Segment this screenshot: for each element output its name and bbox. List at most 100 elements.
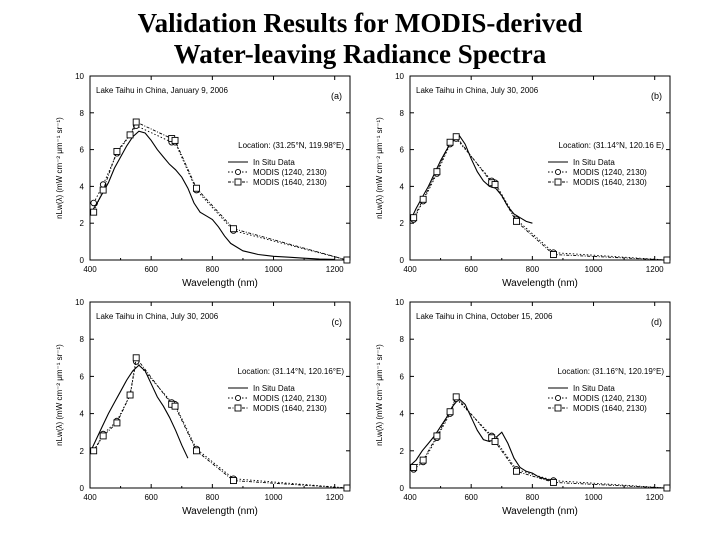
x-tick-label: 400 xyxy=(83,493,97,502)
data-point-square xyxy=(343,484,351,492)
x-tick-label: 600 xyxy=(144,265,158,274)
legend-marker-circle xyxy=(554,394,562,402)
y-tick-label: 4 xyxy=(400,410,405,419)
plot-frame xyxy=(409,301,671,489)
data-point-square xyxy=(452,393,460,401)
y-tick-label: 10 xyxy=(75,72,84,81)
legend-entry-2: MODIS (1640, 2130) xyxy=(253,404,327,413)
data-point-square xyxy=(230,477,237,485)
legend-entry-0: In Situ Data xyxy=(253,158,295,167)
x-tick-label: 400 xyxy=(403,493,417,502)
y-tick-label: 6 xyxy=(400,146,405,155)
data-point-square xyxy=(132,354,140,362)
y-tick-label: 10 xyxy=(75,298,84,307)
y-tick-label: 0 xyxy=(80,256,85,265)
legend-entry-1: MODIS (1240, 2130) xyxy=(253,394,327,403)
data-point-square xyxy=(192,447,200,455)
panel-letter: (b) xyxy=(651,91,662,101)
x-tick-label: 1200 xyxy=(646,265,664,274)
panel-annotation: Lake Taihu in China, January 9, 2006 xyxy=(96,86,228,95)
data-point-square xyxy=(446,138,454,146)
y-tick-label: 6 xyxy=(80,146,85,155)
data-point-square xyxy=(126,391,134,399)
data-point-square xyxy=(99,432,107,440)
series-line-1 xyxy=(413,137,667,261)
x-tick-label: 1000 xyxy=(265,265,283,274)
y-axis-label: nLw(λ) (mW cm⁻² μm⁻¹ sr⁻¹) xyxy=(375,344,384,446)
legend-entry-2: MODIS (1640, 2130) xyxy=(573,178,647,187)
panel-letter: (a) xyxy=(331,91,342,101)
series-line-0 xyxy=(89,364,189,459)
x-tick-label: 400 xyxy=(403,265,417,274)
slide-title-line2: Water-leaving Radiance Spectra xyxy=(173,39,547,69)
x-tick-label: 600 xyxy=(464,265,478,274)
data-point-square xyxy=(126,131,134,139)
plot-frame xyxy=(89,301,351,489)
legend-marker-square xyxy=(554,404,562,412)
data-point-circle xyxy=(90,199,97,207)
y-tick-label: 2 xyxy=(80,447,85,456)
chart-panel-b: 400 600 800 1000 1200 0 2 4 6 8 10 Wavelength (nm) n… xyxy=(375,72,671,289)
panel-letter: (d) xyxy=(651,317,662,327)
x-axis-label: Wavelength (nm) xyxy=(502,506,578,517)
legend-entry-1: MODIS (1240, 2130) xyxy=(573,394,647,403)
x-tick-label: 800 xyxy=(206,493,220,502)
legend-entry-0: In Situ Data xyxy=(253,384,295,393)
series-line-2 xyxy=(413,136,667,261)
series-line-1 xyxy=(93,125,348,261)
y-tick-label: 8 xyxy=(80,335,85,344)
x-tick-label: 800 xyxy=(526,265,540,274)
data-point-square xyxy=(663,256,671,264)
y-tick-label: 8 xyxy=(80,109,85,118)
y-tick-label: 8 xyxy=(400,335,405,344)
legend-entry-1: MODIS (1240, 2130) xyxy=(253,168,327,177)
data-point-square xyxy=(343,256,351,264)
chart-panel-c: 400 600 800 1000 1200 0 2 4 6 8 10 Wavelength (nm) n… xyxy=(55,298,351,517)
data-point-square xyxy=(230,225,237,233)
x-axis-label: Wavelength (nm) xyxy=(182,506,258,517)
legend-entry-0: In Situ Data xyxy=(573,384,615,393)
data-point-square xyxy=(171,402,179,410)
data-point-square xyxy=(410,464,418,471)
legend-entry-2: MODIS (1640, 2130) xyxy=(253,178,327,187)
y-axis-label: nLw(λ) (mW cm⁻² μm⁻¹ sr⁻¹) xyxy=(55,117,64,219)
x-tick-label: 600 xyxy=(144,493,158,502)
data-point-square xyxy=(512,217,520,225)
y-tick-label: 2 xyxy=(400,447,405,456)
data-point-square xyxy=(99,186,107,194)
x-tick-label: 800 xyxy=(526,493,540,502)
data-point-square xyxy=(113,419,121,427)
y-axis-label: nLw(λ) (mW cm⁻² μm⁻¹ sr⁻¹) xyxy=(55,344,64,446)
data-point-square xyxy=(171,136,179,144)
panel-location: Location: (31.14°N, 120.16 E) xyxy=(559,141,665,150)
y-tick-label: 10 xyxy=(395,72,404,81)
x-tick-label: 1000 xyxy=(585,493,603,502)
slide-title-line1: Validation Results for MODIS-derived xyxy=(137,8,583,38)
legend-marker-square xyxy=(234,178,242,186)
y-tick-label: 0 xyxy=(400,484,405,493)
chart-panel-d: 400 600 800 1000 1200 0 2 4 6 8 10 Wavelength (nm) n… xyxy=(375,298,671,517)
x-tick-label: 1200 xyxy=(646,493,664,502)
legend-marker-circle xyxy=(234,394,242,402)
data-point-square xyxy=(663,484,671,492)
x-tick-label: 800 xyxy=(206,265,220,274)
y-axis-label: nLw(λ) (mW cm⁻² μm⁻¹ sr⁻¹) xyxy=(375,117,384,219)
panel-location: Location: (31.25°N, 119.98°E) xyxy=(238,141,344,150)
x-tick-label: 1000 xyxy=(585,265,603,274)
series-line-0 xyxy=(89,130,335,260)
legend-entry-1: MODIS (1240, 2130) xyxy=(573,168,647,177)
legend-entry-0: In Situ Data xyxy=(573,158,615,167)
data-point-square xyxy=(433,168,441,176)
y-tick-label: 0 xyxy=(400,256,405,265)
y-tick-label: 4 xyxy=(80,182,85,191)
legend-marker-square xyxy=(234,404,242,412)
chart-panel-a: 400 600 800 1000 1200 0 2 4 6 8 10 Wavelength (nm) n… xyxy=(55,72,351,289)
y-tick-label: 4 xyxy=(80,410,85,419)
legend-marker-circle xyxy=(554,168,562,176)
y-tick-label: 6 xyxy=(400,372,405,381)
data-point-square xyxy=(410,214,418,222)
data-point-square xyxy=(452,133,460,141)
data-point-square xyxy=(419,456,427,464)
x-tick-label: 600 xyxy=(464,493,478,502)
series-line-2 xyxy=(93,356,347,489)
